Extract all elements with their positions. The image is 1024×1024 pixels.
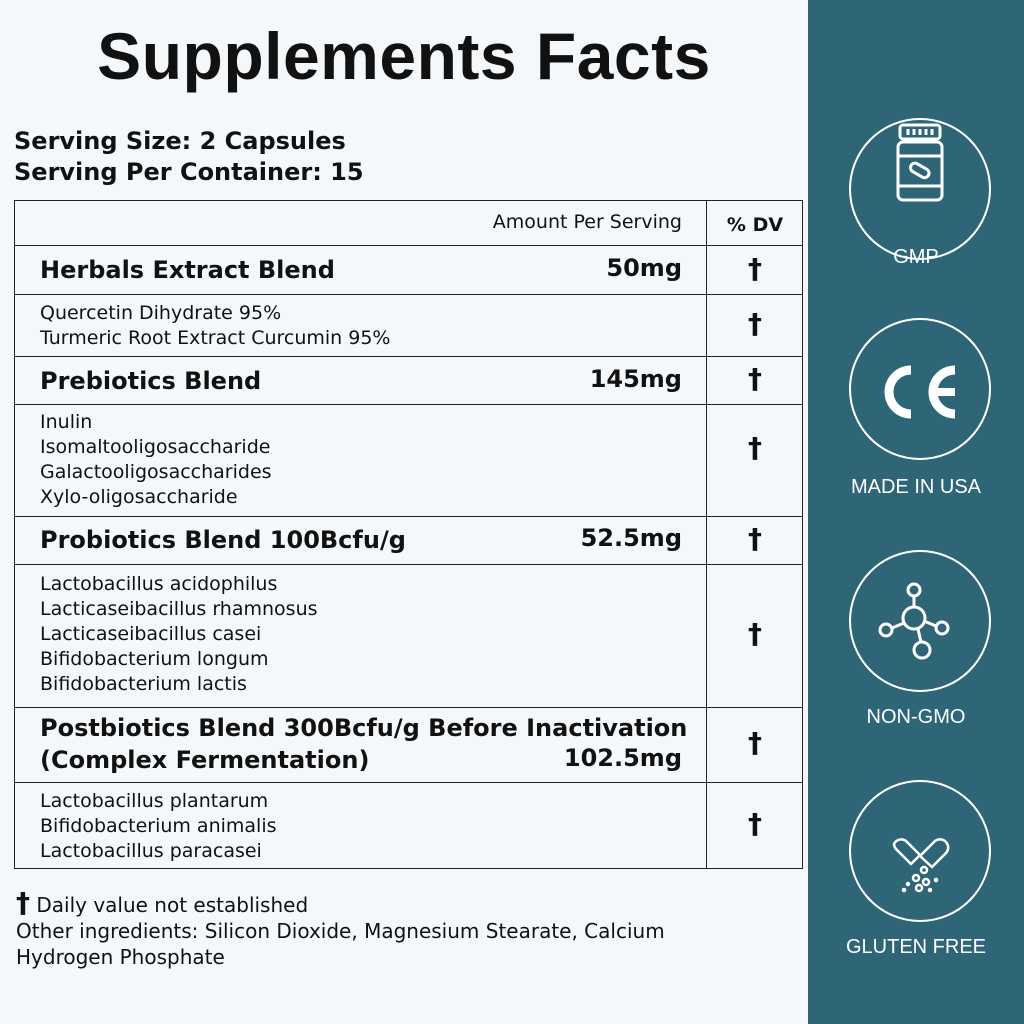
table-row: Prebiotics Blend 145mg †	[15, 357, 802, 405]
table-row: Lactobacillus plantarum Bifidobacterium …	[15, 783, 802, 870]
ingredient: Lacticaseibacillus rhamnosus	[40, 598, 318, 620]
badge-label-made-in-usa: MADE IN USA	[850, 476, 982, 498]
dv-header: % DV	[726, 214, 784, 236]
ingredient: Inulin	[40, 411, 93, 433]
table-row: Postbiotics Blend 300Bcfu/g Before Inact…	[15, 708, 802, 783]
open-capsule-icon	[892, 838, 950, 893]
amount-header: Amount Per Serving	[492, 211, 682, 233]
ingredient: Lactobacillus acidophilus	[40, 573, 278, 595]
table-row: Probiotics Blend 100Bcfu/g 52.5mg †	[15, 517, 802, 565]
badge-circle	[849, 550, 991, 692]
column-divider	[706, 201, 707, 868]
dagger-mark: †	[748, 726, 762, 759]
dagger-mark: †	[16, 886, 30, 919]
ingredient: Quercetin Dihydrate 95%	[40, 302, 282, 324]
dagger-mark: †	[748, 617, 762, 650]
dagger-mark: †	[748, 807, 762, 840]
badge-label-gmp: GMP	[893, 246, 939, 268]
dagger-mark: †	[748, 522, 762, 555]
table-row: Inulin Isomaltooligosaccharide Galactool…	[15, 405, 802, 517]
dagger-mark: †	[748, 252, 762, 285]
ce-mark-icon	[884, 365, 956, 419]
molecule-icon	[878, 582, 950, 660]
table-row: Quercetin Dihydrate 95% Turmeric Root Ex…	[15, 295, 802, 357]
table-header-row: Amount Per Serving % DV	[15, 201, 802, 246]
badge-circle	[849, 318, 991, 460]
badge-circle	[849, 780, 991, 922]
blend-amount: 102.5mg	[563, 744, 682, 772]
serving-size: Serving Size: 2 Capsules	[14, 127, 346, 155]
ingredient: Xylo-oligosaccharide	[40, 486, 238, 508]
ingredient-list: Quercetin Dihydrate 95% Turmeric Root Ex…	[40, 301, 390, 351]
ingredient: Bifidobacterium longum	[40, 648, 269, 670]
ingredient: Turmeric Root Extract Curcumin 95%	[40, 327, 391, 349]
ingredient: Lactobacillus plantarum	[40, 790, 269, 812]
badge-circle	[849, 118, 991, 260]
dagger-mark: †	[748, 307, 762, 340]
blend-name-line-2: (Complex Fermentation)	[40, 746, 370, 774]
other-ingredients: Other ingredients: Silicon Dioxide, Magn…	[16, 919, 665, 969]
ingredient-list: Inulin Isomaltooligosaccharide Galactool…	[40, 410, 272, 510]
ingredient: Bifidobacterium lactis	[40, 673, 247, 695]
blend-name: Prebiotics Blend	[40, 367, 262, 395]
ingredient-list: Lactobacillus acidophilus Lacticaseibaci…	[40, 572, 318, 697]
blend-amount: 50mg	[606, 254, 682, 282]
blend-name: Herbals Extract Blend	[40, 256, 335, 284]
ingredient: Galactooligosaccharides	[40, 461, 272, 483]
blend-amount: 145mg	[589, 365, 682, 393]
ingredient: Lactobacillus paracasei	[40, 840, 262, 862]
servings-per-container: Serving Per Container: 15	[14, 158, 364, 186]
supplement-bottle-icon	[896, 123, 944, 202]
certification-panel: GMP MADE IN USA NON-GMO GLUTEN FREE	[808, 0, 1024, 1024]
ingredient: Bifidobacterium animalis	[40, 815, 277, 837]
page-title: Supplements Facts	[97, 19, 711, 93]
footnote: Daily value not established	[36, 893, 309, 917]
table-row: Lactobacillus acidophilus Lacticaseibaci…	[15, 565, 802, 708]
blend-name: Postbiotics Blend 300Bcfu/g Before Inact…	[40, 714, 688, 742]
ingredient-list: Lactobacillus plantarum Bifidobacterium …	[40, 789, 277, 864]
table-row: Herbals Extract Blend 50mg †	[15, 246, 802, 295]
ingredient: Isomaltooligosaccharide	[40, 436, 271, 458]
badge-label-non-gmo: NON-GMO	[866, 706, 966, 728]
blend-name: Probiotics Blend 100Bcfu/g	[40, 526, 406, 554]
dagger-mark: †	[748, 362, 762, 395]
supplement-facts-table: Amount Per Serving % DV Herbals Extract …	[14, 200, 803, 869]
ingredient: Lacticaseibacillus casei	[40, 623, 262, 645]
blend-amount: 52.5mg	[580, 524, 682, 552]
dagger-mark: †	[748, 431, 762, 464]
badge-label-gluten-free: GLUTEN FREE	[845, 936, 987, 958]
footnotes: † Daily value not established Other ingr…	[16, 889, 676, 970]
